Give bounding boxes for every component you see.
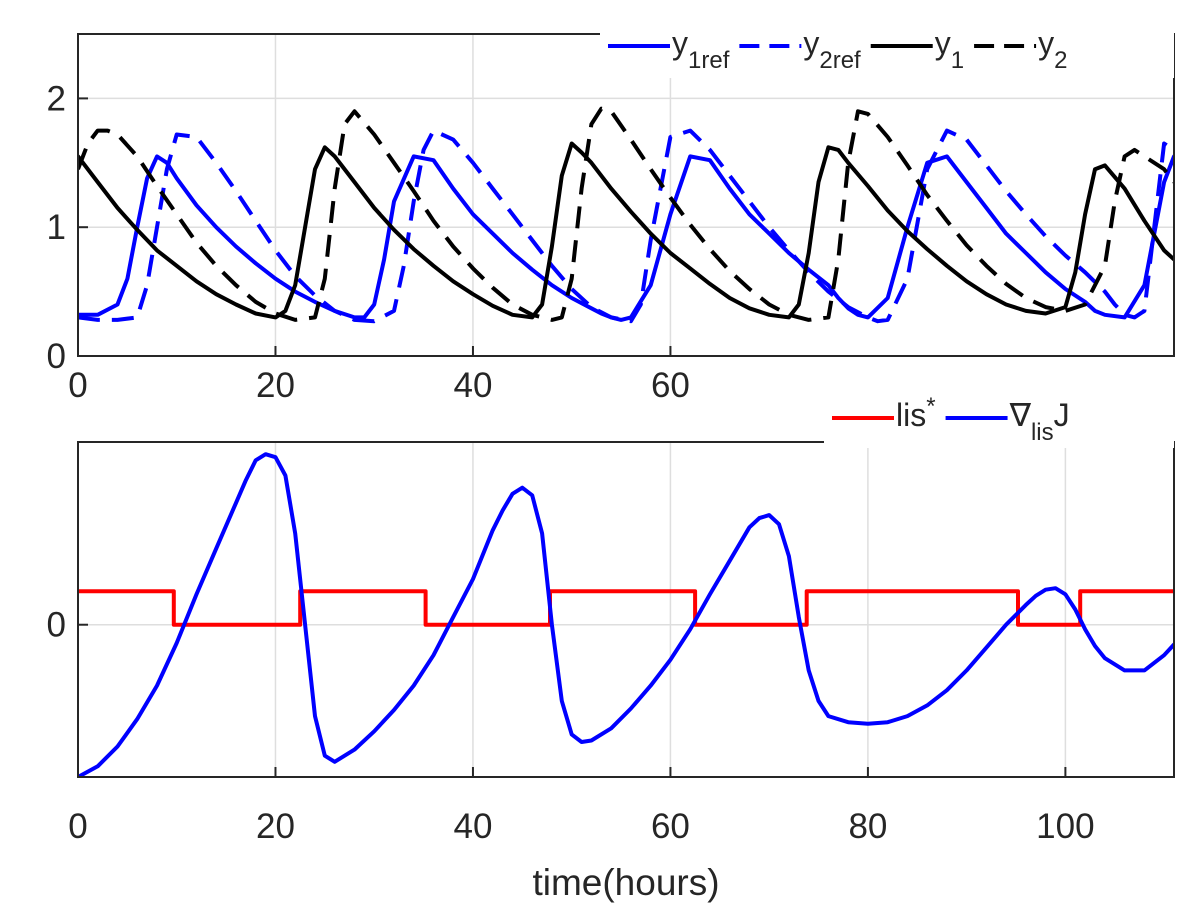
top-y-tick-label: 1	[47, 208, 66, 247]
top-x-tick-label: 0	[68, 366, 87, 405]
bottom-legend: lis* ∇lisJ	[824, 393, 1174, 448]
top-x-tick-label: 40	[453, 366, 492, 405]
top-legend-box	[600, 28, 1174, 78]
legend-label-y1ref: y1ref	[672, 25, 730, 74]
bottom-legend-box	[824, 398, 1174, 448]
legend-label-lis: lis*	[896, 393, 936, 433]
top-ticks: 0 20 40 60 0 1 2	[47, 79, 690, 405]
top-y-tick-label: 0	[47, 337, 66, 376]
top-plot-area	[78, 34, 1174, 356]
legend-label-lisj: ∇lisJ	[1009, 397, 1070, 446]
bottom-x-tick-label: 100	[1036, 807, 1094, 846]
bottom-x-tick-label: 0	[68, 807, 87, 846]
legend-label-y2: y2	[1038, 25, 1067, 74]
top-x-tick-label: 20	[256, 366, 295, 405]
bottom-x-tick-label: 80	[848, 807, 887, 846]
series-line-lisj	[78, 452, 1174, 777]
top-legend: y1ref y2ref y1 y2	[600, 25, 1174, 78]
bottom-x-tick-label: 60	[651, 807, 690, 846]
legend-label-y1: y1	[935, 25, 964, 74]
x-axis-label: time(hours)	[532, 862, 719, 903]
bottom-ticks: 0 20 40 60 80 100 0	[47, 606, 1095, 846]
bottom-x-tick-label: 20	[256, 807, 295, 846]
top-panel: 0 20 40 60 0 1 2 y1ref y2ref y1 y2	[47, 25, 1175, 405]
bottom-plot-area	[78, 442, 1174, 777]
series-line-lis	[78, 589, 1174, 627]
top-series	[78, 106, 1174, 324]
top-y-tick-label: 2	[47, 79, 66, 118]
bottom-series	[78, 452, 1174, 777]
series-line-y1	[78, 141, 1174, 320]
series-line-y2ref	[78, 128, 1174, 324]
bottom-axes-box	[77, 441, 1175, 778]
bottom-x-tick-label: 40	[453, 807, 492, 846]
top-x-tick-label: 60	[651, 366, 690, 405]
legend-label-y2ref: y2ref	[803, 25, 861, 74]
bottom-y-tick-label: 0	[47, 606, 66, 645]
series-line-y2	[78, 106, 1174, 322]
bottom-panel: 0 20 40 60 80 100 0 lis* ∇lisJ time(hours)	[47, 393, 1175, 903]
